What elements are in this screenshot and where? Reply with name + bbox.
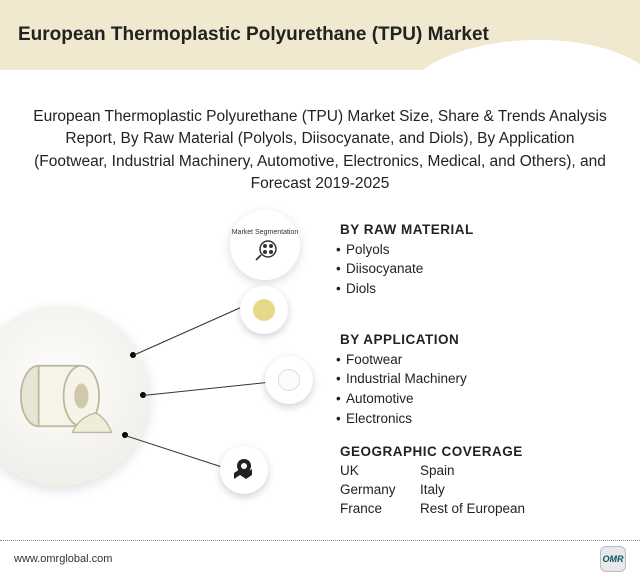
- list-item: Polyols: [340, 240, 610, 260]
- geo-item: Spain: [420, 462, 610, 481]
- logo-text: OMR: [603, 554, 624, 564]
- geo-item: Germany: [340, 481, 418, 500]
- node-geographic: [220, 446, 268, 494]
- page-title: European Thermoplastic Polyurethane (TPU…: [18, 24, 489, 46]
- header-band: European Thermoplastic Polyurethane (TPU…: [0, 0, 640, 70]
- node-application: [265, 356, 313, 404]
- footer: www.omrglobal.com OMR: [0, 540, 640, 572]
- geo-item: France: [340, 500, 418, 519]
- map-pin-icon: [231, 457, 257, 483]
- list-item: Industrial Machinery: [340, 369, 610, 389]
- omr-logo: OMR: [600, 546, 626, 572]
- segmentation-diagram: Market Segmentation BY RAW MATERIAL Poly…: [0, 216, 640, 516]
- list-item: Automotive: [340, 389, 610, 409]
- list-item: Diols: [340, 279, 610, 299]
- footer-url: www.omrglobal.com: [14, 553, 112, 565]
- list-item: Diisocyanate: [340, 259, 610, 279]
- application-list: Footwear Industrial Machinery Automotive…: [340, 350, 610, 428]
- connector-line: [125, 435, 228, 469]
- node-dot: [253, 299, 275, 321]
- section-geographic: GEOGRAPHIC COVERAGE UK Spain Germany Ita…: [340, 444, 610, 519]
- connector-line: [133, 307, 241, 356]
- hub-label: Market Segmentation: [232, 229, 299, 237]
- section-title: BY APPLICATION: [340, 332, 610, 347]
- geo-item: Rest of European: [420, 500, 610, 519]
- market-segmentation-hub: Market Segmentation: [230, 210, 300, 280]
- tpu-roll-icon: [5, 356, 115, 436]
- connector-line: [143, 381, 272, 396]
- node-raw-material: [240, 286, 288, 334]
- segmentation-icon: [252, 239, 278, 261]
- section-application: BY APPLICATION Footwear Industrial Machi…: [340, 332, 610, 428]
- section-raw-material: BY RAW MATERIAL Polyols Diisocyanate Dio…: [340, 222, 610, 299]
- list-item: Electronics: [340, 409, 610, 429]
- geo-grid: UK Spain Germany Italy France Rest of Eu…: [340, 462, 610, 519]
- section-title: BY RAW MATERIAL: [340, 222, 610, 237]
- geo-item: UK: [340, 462, 418, 481]
- raw-material-list: Polyols Diisocyanate Diols: [340, 240, 610, 299]
- geo-item: Italy: [420, 481, 610, 500]
- list-item: Footwear: [340, 350, 610, 370]
- product-image-circle: [0, 306, 150, 486]
- node-dot: [278, 369, 300, 391]
- section-title: GEOGRAPHIC COVERAGE: [340, 444, 610, 459]
